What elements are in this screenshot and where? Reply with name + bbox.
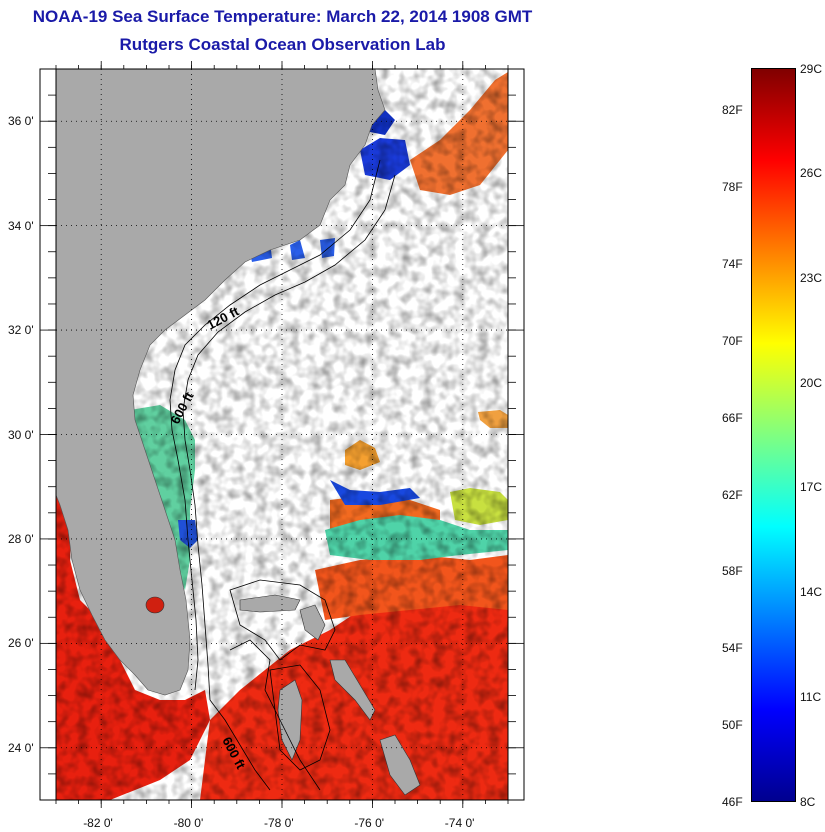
temperature-colorbar bbox=[751, 68, 796, 802]
land-bahamas-abaco bbox=[299, 604, 326, 641]
colorbar-label-celsius: 29C bbox=[800, 62, 823, 76]
land-bahamas-south bbox=[379, 734, 421, 796]
contour-600ft bbox=[182, 174, 396, 701]
lake-okeechobee bbox=[145, 596, 165, 614]
colorbar-label-fahrenheit: 50F bbox=[722, 718, 743, 733]
colorbar-label-fahrenheit: 62F bbox=[722, 487, 743, 502]
colorbar-label-fahrenheit: 58F bbox=[722, 564, 743, 579]
colorbar-label-fahrenheit: 74F bbox=[722, 256, 743, 271]
colorbar-label-fahrenheit: 82F bbox=[722, 103, 743, 118]
colorbar-label-celsius: 20C bbox=[800, 375, 823, 390]
colorbar-label-celsius: 14C bbox=[800, 585, 823, 600]
colorbar-label-celsius: 8C bbox=[800, 795, 816, 809]
sst-data-layer bbox=[56, 69, 508, 800]
lat-tick-label: 32 0' bbox=[8, 323, 34, 338]
map-title: NOAA-19 Sea Surface Temperature: March 2… bbox=[32, 7, 533, 26]
axis-ticks bbox=[40, 61, 524, 808]
lat-tick-label: 28 0' bbox=[8, 531, 34, 546]
map-outer-frame bbox=[39, 68, 525, 801]
colorbar-label-celsius: 23C bbox=[800, 270, 823, 285]
lat-tick-label: 30 0' bbox=[8, 427, 34, 442]
colorbar-label-fahrenheit: 78F bbox=[722, 180, 743, 195]
lon-tick-label: -76 0' bbox=[354, 816, 385, 830]
colorbar-label-fahrenheit: 70F bbox=[722, 333, 743, 348]
lon-tick-label: -74 0' bbox=[444, 816, 475, 830]
lon-tick-label: -78 0' bbox=[264, 816, 294, 830]
colorbar-label-celsius: 17C bbox=[800, 480, 823, 495]
lat-tick-label: 36 0' bbox=[8, 114, 34, 129]
lat-tick-label: 34 0' bbox=[8, 218, 34, 233]
contour-bahamas-banks bbox=[229, 579, 336, 771]
lon-tick-label: -82 0' bbox=[83, 816, 113, 830]
colorbar-label-fahrenheit: 54F bbox=[722, 641, 743, 656]
colorbar-label-celsius: 26C bbox=[800, 165, 823, 180]
lat-tick-label: 24 0' bbox=[8, 740, 34, 755]
colorbar-label-fahrenheit: 46F bbox=[722, 795, 743, 809]
lon-tick-label: -80 0' bbox=[173, 816, 204, 830]
map-subtitle: Rutgers Coastal Ocean Observation Lab bbox=[119, 35, 446, 54]
lat-tick-label: 26 0' bbox=[8, 636, 34, 651]
land-bahamas-andros bbox=[277, 679, 303, 761]
land-bahamas-grand bbox=[239, 594, 301, 613]
colorbar-label-celsius: 11C bbox=[800, 690, 822, 705]
contour-600ft-south bbox=[209, 639, 321, 791]
colorbar-label-fahrenheit: 66F bbox=[722, 410, 743, 425]
land-us-southeast bbox=[56, 69, 386, 696]
graticule bbox=[56, 69, 508, 800]
